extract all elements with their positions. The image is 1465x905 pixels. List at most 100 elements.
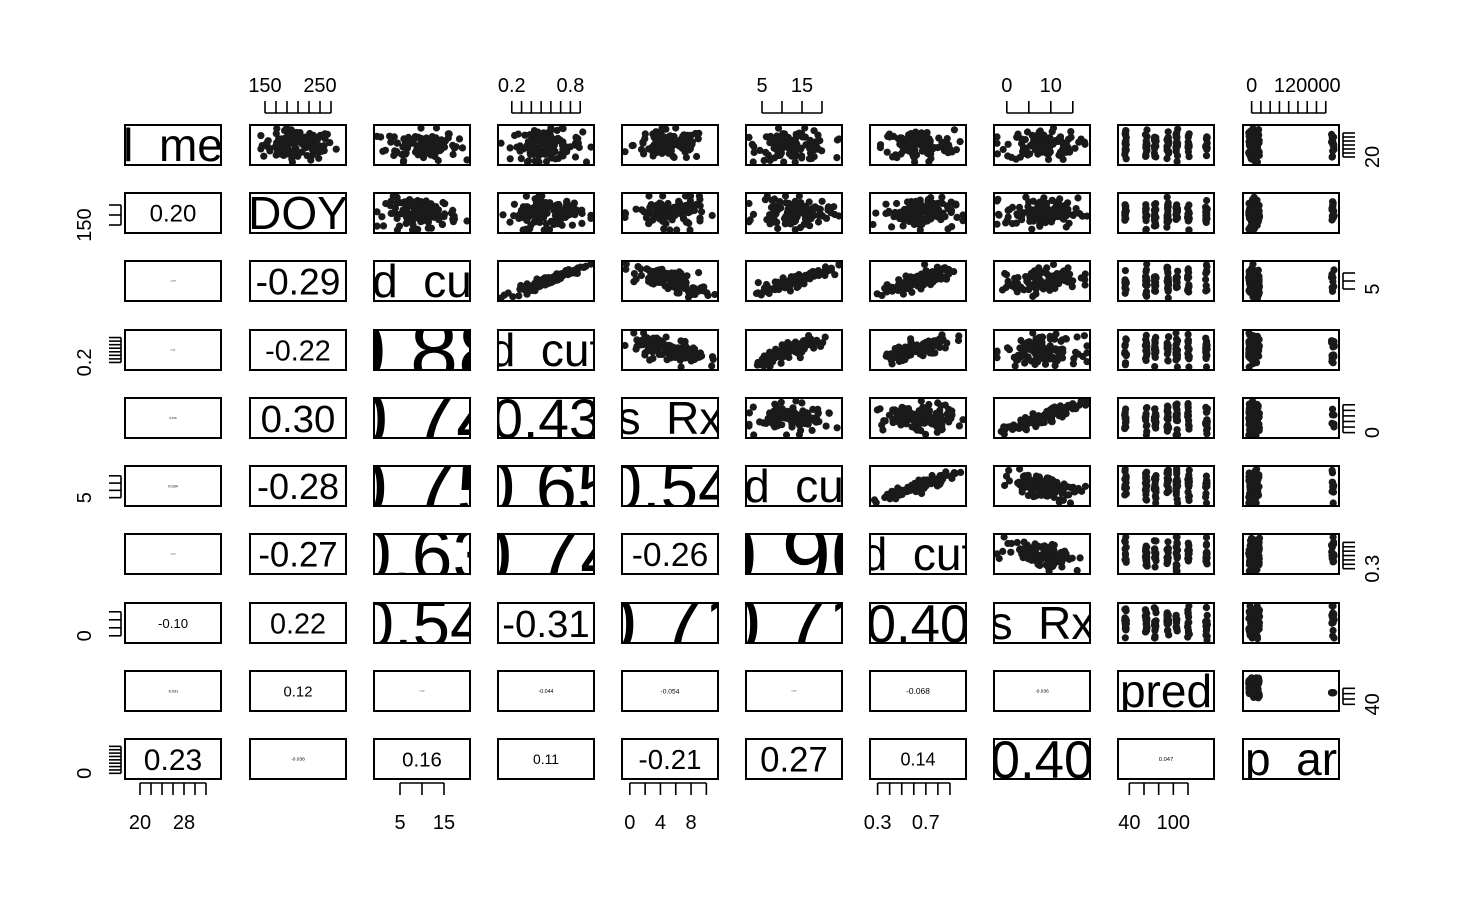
data-point xyxy=(1047,273,1055,281)
data-point xyxy=(444,130,452,138)
data-point xyxy=(1172,550,1180,558)
data-point xyxy=(547,126,555,134)
data-point xyxy=(1121,140,1130,148)
data-point xyxy=(777,359,785,367)
data-point xyxy=(1172,145,1180,153)
data-point xyxy=(1252,567,1260,574)
data-point xyxy=(959,211,966,219)
data-point xyxy=(678,275,686,283)
data-point xyxy=(1055,412,1063,420)
data-point xyxy=(889,406,897,414)
data-point xyxy=(1152,142,1160,150)
data-point xyxy=(913,341,921,349)
data-point xyxy=(1041,360,1050,368)
data-point xyxy=(870,220,877,229)
data-point xyxy=(441,200,449,208)
data-point xyxy=(1253,691,1261,699)
data-point xyxy=(1073,333,1081,341)
data-point xyxy=(553,220,562,228)
scatter-panel-r3-c7 xyxy=(873,261,958,300)
data-point xyxy=(1073,566,1081,574)
data-point xyxy=(1056,402,1064,410)
data-point xyxy=(1173,158,1181,165)
data-point xyxy=(951,469,959,477)
data-point xyxy=(1185,471,1193,479)
data-point xyxy=(402,201,410,209)
data-point xyxy=(748,140,756,148)
data-point xyxy=(788,423,796,431)
data-point xyxy=(938,472,947,480)
data-point xyxy=(332,145,340,153)
data-point xyxy=(427,208,435,216)
data-point xyxy=(793,411,801,420)
scatter-panel-r1-c6 xyxy=(746,125,842,165)
data-point xyxy=(698,286,706,294)
data-point xyxy=(1142,422,1150,430)
scatter-panel-r4-c7 xyxy=(882,331,963,368)
data-point xyxy=(1070,355,1078,363)
data-point xyxy=(938,193,946,201)
data-point xyxy=(1255,619,1263,627)
data-point xyxy=(746,218,753,226)
data-point xyxy=(1142,290,1150,298)
data-point xyxy=(1202,534,1211,541)
data-point xyxy=(387,138,395,146)
data-point xyxy=(759,419,768,427)
data-point xyxy=(1142,267,1150,276)
data-point xyxy=(637,271,646,280)
data-point xyxy=(1032,285,1040,293)
data-point xyxy=(904,277,912,285)
data-point xyxy=(1172,139,1180,147)
data-point xyxy=(1142,410,1150,418)
data-point xyxy=(1035,210,1043,218)
data-point xyxy=(879,426,887,434)
data-point xyxy=(947,414,955,422)
data-point xyxy=(767,203,776,211)
data-point xyxy=(872,499,880,506)
data-point xyxy=(821,333,829,341)
data-point xyxy=(1064,264,1072,272)
data-point xyxy=(1164,128,1172,136)
data-point xyxy=(1328,419,1336,427)
data-point xyxy=(1172,560,1181,569)
data-point xyxy=(1163,193,1171,201)
data-point xyxy=(1054,486,1063,494)
data-point xyxy=(1151,353,1159,361)
data-point xyxy=(1142,431,1150,438)
data-point xyxy=(1075,401,1083,409)
data-point xyxy=(416,135,424,143)
data-point xyxy=(449,150,457,159)
data-point xyxy=(513,143,521,151)
data-point xyxy=(545,226,554,233)
data-point xyxy=(1043,264,1051,272)
data-point xyxy=(1044,553,1052,561)
data-point xyxy=(522,225,530,233)
data-point xyxy=(1247,628,1255,636)
data-point xyxy=(1032,136,1040,144)
data-point xyxy=(260,152,268,160)
data-point xyxy=(1064,278,1072,286)
data-point xyxy=(420,142,428,150)
data-point xyxy=(1203,345,1211,353)
data-point xyxy=(921,261,929,268)
data-point xyxy=(554,276,562,284)
data-point xyxy=(516,210,524,219)
data-point xyxy=(950,126,959,134)
data-point xyxy=(900,405,908,413)
data-point xyxy=(994,139,1001,147)
data-point xyxy=(1185,226,1193,233)
data-point xyxy=(1017,283,1025,291)
data-point xyxy=(1163,620,1171,628)
data-point xyxy=(622,341,629,350)
data-point xyxy=(535,214,543,222)
data-point xyxy=(1328,137,1336,145)
data-point xyxy=(813,336,821,344)
data-point xyxy=(1152,537,1160,545)
data-point xyxy=(689,344,698,352)
scatter-panel-r7-c8 xyxy=(994,534,1084,574)
data-point xyxy=(711,290,718,299)
data-point xyxy=(785,278,793,286)
scatter-panel-r6-c9 xyxy=(1121,466,1211,506)
data-point xyxy=(1173,540,1181,548)
data-point xyxy=(1254,424,1262,432)
